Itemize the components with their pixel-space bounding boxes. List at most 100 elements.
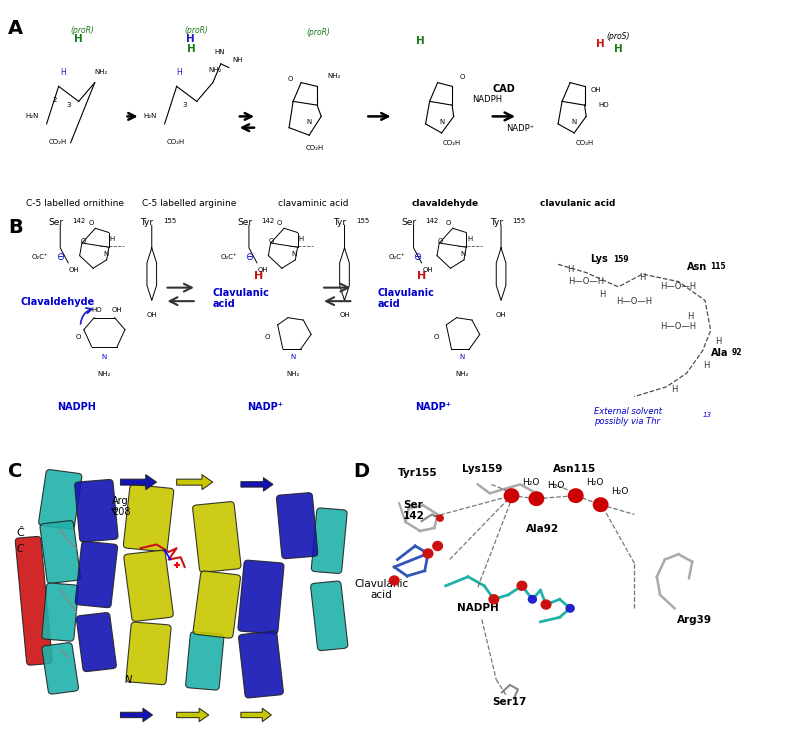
FancyArrow shape [176,475,213,490]
Text: O: O [269,237,274,243]
FancyBboxPatch shape [310,581,347,650]
Text: 142: 142 [72,218,86,224]
Text: External solvent
possibly via Thr: External solvent possibly via Thr [593,407,662,427]
Text: NADP⁺: NADP⁺ [247,402,282,412]
Text: H: H [298,236,303,242]
Text: O: O [277,220,282,226]
Circle shape [504,489,518,502]
FancyArrow shape [241,478,273,491]
Text: H: H [715,337,721,346]
Text: O: O [76,334,81,340]
Text: NH₂: NH₂ [455,370,468,376]
Text: Ser
142: Ser 142 [402,500,424,521]
Circle shape [529,492,543,505]
Text: HO: HO [91,307,102,313]
Text: N: N [103,251,108,257]
Text: N: N [102,354,107,360]
Text: Ala: Ala [710,348,727,358]
Text: Clavulanic
acid: Clavulanic acid [213,288,269,309]
Text: 3: 3 [66,102,71,108]
Text: (proS): (proS) [606,32,629,41]
Text: Ĉ: Ĉ [16,528,24,538]
Text: OH: OH [257,267,268,273]
FancyBboxPatch shape [311,508,346,574]
Text: (proR): (proR) [306,28,330,37]
Text: Asn115: Asn115 [552,464,595,475]
Text: Arg39: Arg39 [676,614,711,625]
Text: H: H [59,68,66,77]
Text: 3: 3 [182,102,187,108]
Text: HN: HN [213,49,225,55]
Text: O: O [288,76,293,82]
FancyBboxPatch shape [192,502,241,572]
Text: clavaldehyde: clavaldehyde [411,199,479,208]
Text: H: H [253,270,263,281]
FancyArrow shape [120,708,152,722]
FancyBboxPatch shape [124,484,173,552]
Text: CAD: CAD [492,84,514,94]
Text: H—O—H: H—O—H [660,282,695,291]
Text: NADPH: NADPH [456,603,498,614]
Text: Tyr: Tyr [333,218,346,227]
Text: O: O [80,237,86,243]
Text: Ala92: Ala92 [525,524,558,535]
Text: NH₂: NH₂ [286,370,299,376]
FancyBboxPatch shape [75,479,118,542]
Text: C: C [8,462,22,481]
FancyBboxPatch shape [237,560,284,634]
Text: O: O [445,220,451,226]
Text: H: H [416,270,426,281]
Text: N: N [460,251,465,257]
Text: Clavulanic
acid: Clavulanic acid [354,579,408,600]
Text: H: H [598,290,605,299]
Text: H: H [415,36,423,46]
Text: O₂C⁺: O₂C⁺ [388,254,405,260]
Text: O₂C⁺: O₂C⁺ [31,254,48,260]
Text: NH: NH [233,57,243,63]
Circle shape [516,581,526,590]
Text: NADP⁺: NADP⁺ [505,124,534,133]
FancyBboxPatch shape [42,643,79,694]
Text: H₂N: H₂N [143,113,156,119]
Text: 2: 2 [52,97,57,103]
Text: clavaminic acid: clavaminic acid [277,199,348,208]
Circle shape [423,549,432,558]
Circle shape [432,541,442,550]
FancyArrow shape [241,708,271,722]
Text: O: O [433,334,438,340]
Text: 159: 159 [612,255,627,264]
Text: D: D [353,462,369,481]
Text: OH: OH [69,267,79,273]
Text: NH₂: NH₂ [209,67,222,73]
Text: (proR): (proR) [71,26,95,35]
Text: ⊖: ⊖ [245,252,253,262]
FancyBboxPatch shape [42,583,79,641]
FancyBboxPatch shape [124,550,173,621]
FancyArrow shape [120,475,156,490]
Text: ⊖: ⊖ [56,252,64,262]
Text: Ser17: Ser17 [492,697,526,707]
Text: Tyr: Tyr [140,218,153,227]
Text: 13: 13 [702,412,711,418]
Text: OH: OH [111,307,123,313]
Text: CO₂H: CO₂H [575,140,593,146]
Text: H: H [186,34,194,44]
Text: HO: HO [597,102,608,108]
Text: Clavaldehyde: Clavaldehyde [20,297,94,306]
Text: H: H [467,236,472,242]
Text: H: H [638,273,645,282]
Text: CO₂H: CO₂H [443,140,460,146]
Circle shape [565,605,573,612]
Text: O: O [88,220,94,226]
Text: Asn: Asn [686,261,706,272]
Text: Lys159: Lys159 [461,464,501,475]
FancyBboxPatch shape [38,469,82,529]
Text: OH: OH [338,312,350,318]
Text: Ser: Ser [48,218,63,227]
Text: O: O [265,334,269,340]
Text: Lys: Lys [589,254,607,264]
Text: 155: 155 [512,218,525,224]
FancyBboxPatch shape [276,493,318,559]
Text: O: O [437,237,443,243]
Text: NADPH: NADPH [472,95,502,104]
